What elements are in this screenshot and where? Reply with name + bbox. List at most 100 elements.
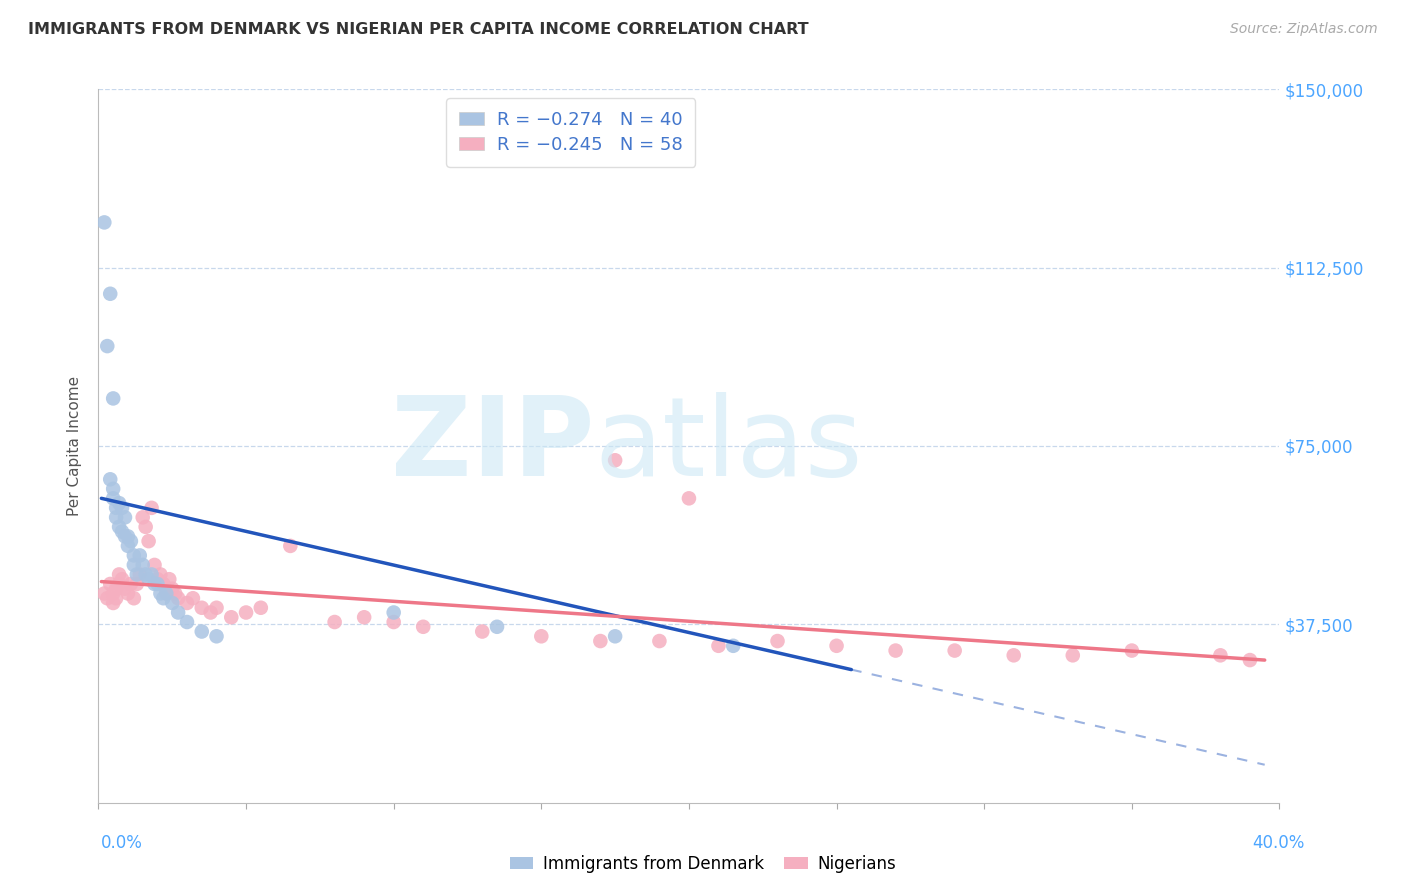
Point [149,567,172,582]
Point [200,606,222,620]
Point [132,558,155,572]
Point [96,339,118,353]
Point [157,572,180,586]
Point [205,629,228,643]
Text: 40.0%: 40.0% [1253,834,1305,852]
Point [98,286,121,301]
Point [120,577,142,591]
Point [176,596,198,610]
Point [149,586,172,600]
Point [98,472,121,486]
Point [96,591,118,606]
Point [167,591,190,606]
Point [105,582,128,596]
Point [103,491,125,506]
Point [219,610,242,624]
Legend: R = −0.274   N = 40, R = −0.245   N = 58: R = −0.274 N = 40, R = −0.245 N = 58 [446,98,696,167]
Point [191,600,214,615]
Point [141,567,163,582]
Point [191,624,214,639]
Point [205,600,228,615]
Point [117,586,139,600]
Point [105,500,128,515]
Point [471,624,494,639]
Y-axis label: Per Capita Income: Per Capita Income [67,376,83,516]
Point [108,520,131,534]
Point [250,600,273,615]
Point [120,534,142,549]
Point [114,582,136,596]
Point [128,549,150,563]
Point [146,572,169,586]
Text: atlas: atlas [595,392,863,500]
Point [105,510,128,524]
Point [108,577,131,591]
Point [1239,653,1261,667]
Text: IMMIGRANTS FROM DENMARK VS NIGERIAN PER CAPITA INCOME CORRELATION CHART: IMMIGRANTS FROM DENMARK VS NIGERIAN PER … [28,22,808,37]
Point [412,620,434,634]
Point [143,558,166,572]
Point [1209,648,1232,663]
Point [93,586,115,600]
Point [165,586,187,600]
Point [382,606,405,620]
Point [155,586,177,600]
Point [98,577,121,591]
Point [382,615,405,629]
Point [117,529,139,543]
Point [103,392,125,406]
Point [105,591,128,606]
Point [143,577,166,591]
Point [530,629,553,643]
Point [122,558,145,572]
Point [103,482,125,496]
Point [132,510,155,524]
Point [353,610,375,624]
Point [152,591,174,606]
Point [103,586,125,600]
Point [138,534,160,549]
Point [138,572,160,586]
Text: Source: ZipAtlas.com: Source: ZipAtlas.com [1230,22,1378,37]
Point [162,596,183,610]
Point [176,615,198,629]
Point [678,491,700,506]
Point [114,529,136,543]
Point [128,567,150,582]
Point [1121,643,1143,657]
Point [135,520,157,534]
Point [723,639,745,653]
Point [181,591,204,606]
Point [589,634,612,648]
Legend: Immigrants from Denmark, Nigerians: Immigrants from Denmark, Nigerians [503,848,903,880]
Point [108,567,131,582]
Point [141,500,163,515]
Point [605,629,627,643]
Point [1062,648,1084,663]
Text: 0.0%: 0.0% [101,834,143,852]
Point [135,567,157,582]
Point [825,639,848,653]
Point [122,591,145,606]
Point [152,577,174,591]
Point [103,596,125,610]
Point [167,606,190,620]
Text: ZIP: ZIP [391,392,595,500]
Point [146,577,169,591]
Point [766,634,789,648]
Point [111,500,134,515]
Point [323,615,346,629]
Point [235,606,257,620]
Point [122,549,145,563]
Point [117,539,139,553]
Point [278,539,302,553]
Point [884,643,907,657]
Point [114,510,136,524]
Point [108,496,131,510]
Point [707,639,730,653]
Point [111,524,134,539]
Point [155,586,177,600]
Point [943,643,966,657]
Point [648,634,671,648]
Point [111,572,134,586]
